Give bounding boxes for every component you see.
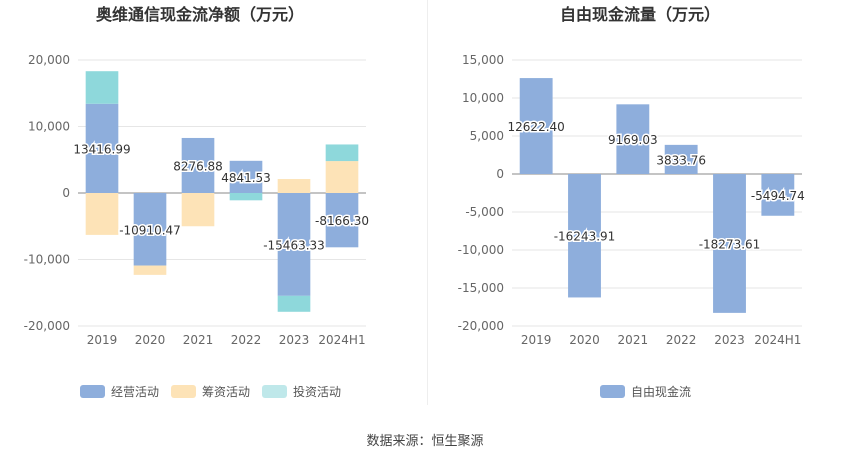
bar-0-经营活动-2019 xyxy=(85,103,119,193)
y-tick-label-0-0: 20,000 xyxy=(28,53,70,67)
x-tick-label-0-3: 2022 xyxy=(231,333,262,347)
x-tick-label-1-4: 2023 xyxy=(714,333,745,347)
y-tick-label-1-7: -20,000 xyxy=(458,319,504,333)
legend-item-筹资活动[interactable]: 筹资活动 xyxy=(171,383,250,400)
x-tick-label-1-1: 2020 xyxy=(569,333,600,347)
bar-0-经营活动-2020 xyxy=(133,193,167,266)
data-label-1-0: 12622.40 xyxy=(508,120,565,134)
bar-0-投资活动-2024H1 xyxy=(325,144,359,162)
data-label-0-3: 4841.53 xyxy=(221,171,271,185)
x-tick-label-1-2: 2021 xyxy=(618,333,649,347)
data-label-0-0: 13416.99 xyxy=(73,142,130,156)
y-tick-label-0-1: 10,000 xyxy=(28,120,70,134)
bar-0-投资活动-2023 xyxy=(277,295,311,312)
data-source-note: 数据来源：恒生聚源 xyxy=(366,434,484,449)
bar-0-经营活动-2023 xyxy=(277,193,311,296)
x-tick-label-1-5: 2024H1 xyxy=(754,333,801,347)
bar-1-自由现金流-2021 xyxy=(616,104,650,174)
data-label-1-4: -18273.61 xyxy=(699,237,761,251)
legend-swatch xyxy=(171,385,197,398)
bar-0-筹资活动-2020 xyxy=(133,265,167,275)
data-label-0-4: -15463.33 xyxy=(263,238,325,252)
x-tick-label-1-0: 2019 xyxy=(521,333,552,347)
bar-1-自由现金流-2020 xyxy=(568,174,601,298)
data-label-1-2: 9169.03 xyxy=(608,133,658,147)
bar-0-筹资活动-2021 xyxy=(181,193,215,227)
legend-label: 投资活动 xyxy=(293,385,342,399)
y-tick-label-0-2: 0 xyxy=(62,186,70,200)
bar-1-自由现金流-2022 xyxy=(664,144,698,174)
legend-item-投资活动[interactable]: 投资活动 xyxy=(262,383,341,400)
legend-label: 自由现金流 xyxy=(631,385,692,399)
x-tick-label-1-3: 2022 xyxy=(666,333,697,347)
bar-0-经营活动-2024H1 xyxy=(325,193,359,248)
legend-swatch xyxy=(600,385,625,398)
data-label-0-1: -10910.47 xyxy=(119,223,181,237)
y-tick-label-1-0: 15,000 xyxy=(462,53,504,67)
bar-1-自由现金流-2024H1 xyxy=(761,174,795,216)
y-tick-label-1-6: -15,000 xyxy=(458,281,504,295)
legend-label: 筹资活动 xyxy=(202,385,251,399)
y-tick-label-1-4: -5,000 xyxy=(465,205,504,219)
x-tick-label-0-4: 2023 xyxy=(279,333,310,347)
data-label-1-1: -16243.91 xyxy=(554,230,616,244)
x-tick-label-0-0: 2019 xyxy=(87,333,118,347)
y-tick-label-0-4: -20,000 xyxy=(24,319,70,333)
data-label-0-5: -8166.30 xyxy=(315,214,369,228)
panel-divider xyxy=(427,0,428,405)
y-tick-label-1-2: 5,000 xyxy=(470,129,504,143)
data-label-1-3: 3833.76 xyxy=(656,153,706,167)
legend-label: 经营活动 xyxy=(111,385,160,399)
bar-0-筹资活动-2023 xyxy=(277,179,311,193)
legend-free-cash-flow: 自由现金流 xyxy=(600,383,703,400)
bar-0-投资活动-2022 xyxy=(229,193,263,201)
x-tick-label-0-2: 2021 xyxy=(183,333,214,347)
bar-0-经营活动-2021 xyxy=(181,137,215,193)
chart-title-1: 自由现金流量（万元） xyxy=(560,5,720,24)
y-tick-label-1-1: 10,000 xyxy=(462,91,504,105)
y-tick-label-0-3: -10,000 xyxy=(24,253,70,267)
data-label-0-2: 8276.88 xyxy=(173,159,223,173)
bar-0-投资活动-2019 xyxy=(85,71,119,104)
bar-1-自由现金流-2023 xyxy=(713,174,746,313)
legend-swatch xyxy=(262,385,288,398)
bar-1-自由现金流-2019 xyxy=(519,78,553,174)
chart-title-0: 奥维通信现金流净额（万元） xyxy=(96,5,304,24)
data-label-1-5: -5494.74 xyxy=(751,189,805,203)
legend-cash-flow-net: 经营活动 筹资活动 投资活动 xyxy=(80,383,353,400)
x-tick-label-0-5: 2024H1 xyxy=(318,333,365,347)
bar-0-筹资活动-2024H1 xyxy=(325,161,359,193)
legend-item-自由现金流[interactable]: 自由现金流 xyxy=(600,383,691,400)
y-tick-label-1-3: 0 xyxy=(496,167,504,181)
y-tick-label-1-5: -10,000 xyxy=(458,243,504,257)
x-tick-label-0-1: 2020 xyxy=(135,333,166,347)
legend-item-经营活动[interactable]: 经营活动 xyxy=(80,383,159,400)
bar-0-经营活动-2022 xyxy=(229,160,263,193)
legend-swatch xyxy=(80,385,105,398)
bar-0-筹资活动-2019 xyxy=(85,193,119,235)
